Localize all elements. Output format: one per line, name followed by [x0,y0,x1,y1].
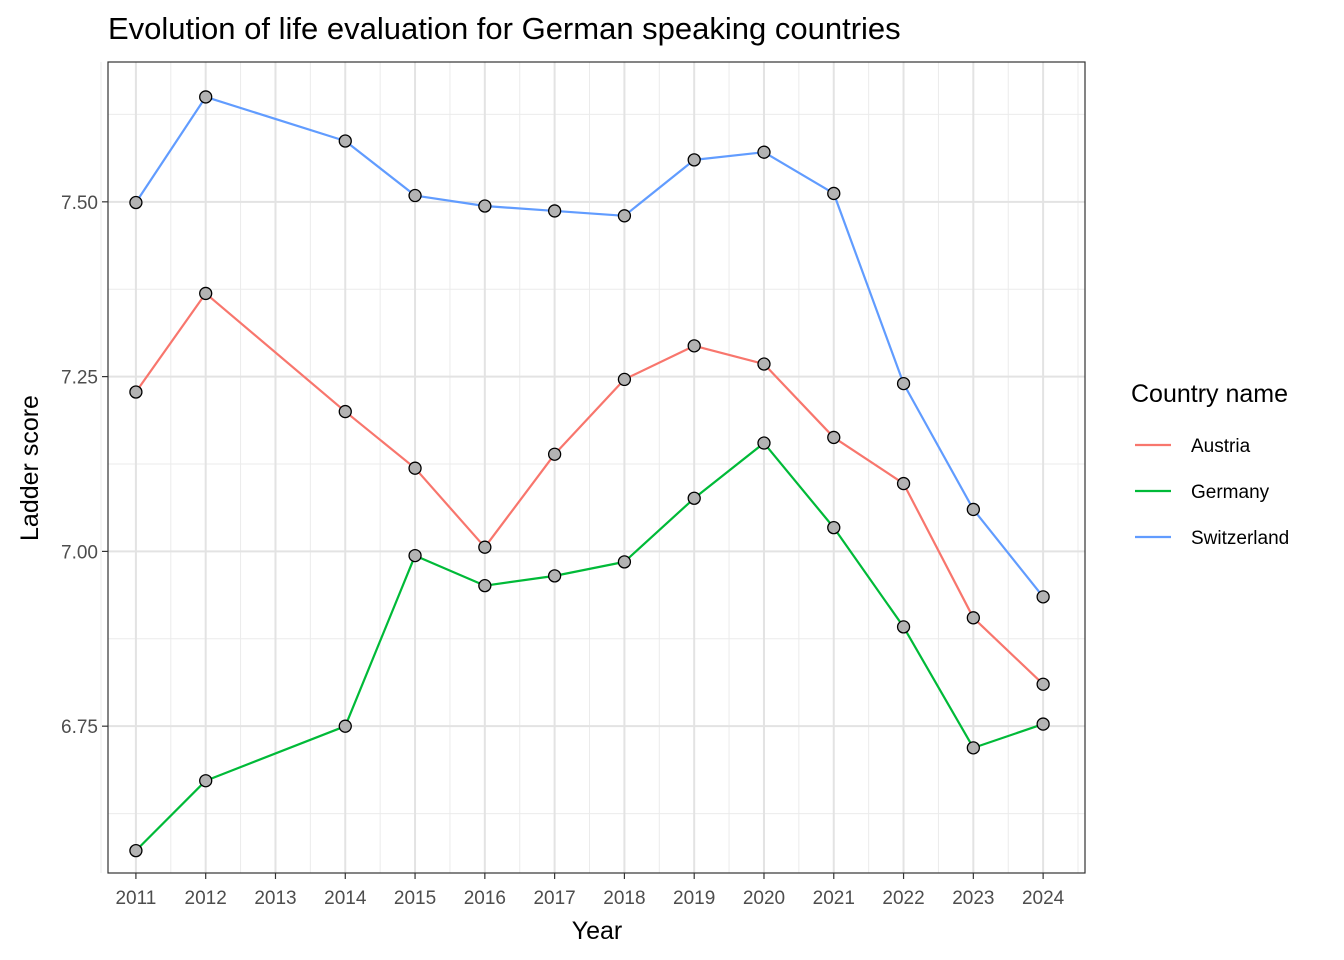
data-point-switzerland [547,204,562,218]
x-tick-label: 2015 [394,888,436,909]
data-point-austria [966,611,980,625]
data-point-switzerland [896,376,911,391]
legend-label-austria: Austria [1191,436,1251,457]
y-axis: 6.75 7.00 7.25 7.50 [61,193,108,738]
data-point-austria [129,385,143,399]
data-point-switzerland [408,188,422,203]
data-point-austria [338,404,352,419]
data-point-switzerland [966,502,980,517]
plot-panel-border [107,61,1086,874]
x-tick-label: 2021 [813,888,855,909]
data-point-austria [547,447,562,461]
data-point-switzerland [757,145,771,159]
x-tick-label: 2014 [324,888,367,909]
data-point-switzerland [338,134,352,148]
data-point-germany [687,491,701,505]
data-point-switzerland [1036,590,1050,604]
data-point-austria [478,540,492,554]
legend-title: Country name [1131,380,1288,408]
y-axis-title: Ladder score [16,395,44,541]
data-point-germany [1036,717,1050,731]
x-tick-label: 2013 [254,888,296,909]
x-axis: 2011 2012 2013 2014 2015 2016 2017 2018 2019 2020… [115,873,1065,909]
y-tick-label: 7.00 [61,542,98,563]
data-point-germany [966,741,980,755]
data-point-austria [896,476,911,491]
x-axis-title: Year [572,917,623,945]
data-point-germany [617,555,632,569]
y-tick-label: 7.50 [61,193,98,214]
data-point-germany [129,843,143,858]
x-tick-label: 2023 [952,888,994,909]
data-point-switzerland [129,195,143,210]
x-tick-label: 2024 [1022,888,1065,909]
data-point-germany [338,719,352,733]
data-point-austria [827,430,841,445]
data-point-switzerland [687,153,701,167]
data-point-switzerland [827,186,841,201]
data-point-austria [408,461,422,475]
data-points [129,90,1050,858]
x-tick-label: 2016 [464,888,506,909]
x-tick-label: 2011 [115,888,156,909]
chart-title: Evolution of life evaluation for German … [108,11,901,46]
data-point-germany [547,569,562,583]
x-tick-label: 2012 [185,888,227,909]
data-point-germany [896,620,911,634]
data-point-austria [1036,677,1050,691]
y-tick-label: 6.75 [61,717,98,738]
data-point-austria [199,286,213,301]
legend-label-germany: Germany [1191,482,1270,503]
data-point-germany [757,436,771,450]
data-point-germany [199,774,213,788]
legend: Country name Austria Germany Switzerland [1131,380,1289,549]
data-point-switzerland [617,209,632,223]
data-point-germany [478,579,492,593]
data-point-austria [757,357,771,371]
y-tick-label: 7.25 [61,368,98,389]
legend-label-switzerland: Switzerland [1191,528,1289,549]
x-tick-label: 2017 [533,888,575,909]
x-tick-label: 2018 [603,888,645,909]
x-tick-label: 2019 [673,888,715,909]
data-point-switzerland [478,199,492,213]
data-point-germany [408,548,422,563]
data-point-germany [827,520,841,535]
data-point-austria [687,339,701,353]
data-point-austria [617,372,632,387]
data-point-switzerland [199,90,213,104]
x-tick-label: 2020 [743,888,785,909]
x-tick-label: 2022 [882,888,924,909]
